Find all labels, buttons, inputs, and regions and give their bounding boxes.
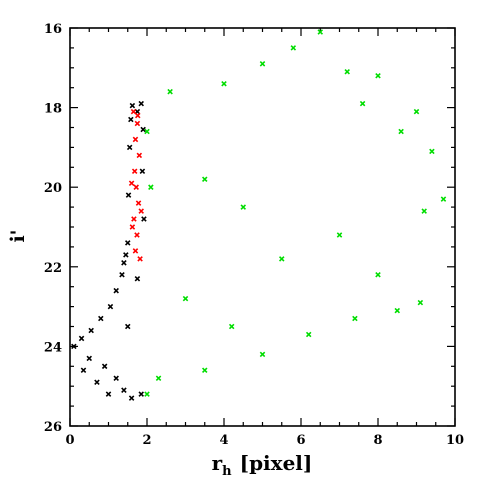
data-point-series-1 [98,315,104,322]
data-point-series-2 [134,232,140,238]
data-point-series-3 [221,80,227,87]
data-point-series-3 [352,315,358,322]
data-point-series-3 [259,61,266,67]
data-point-series-3 [375,72,381,79]
data-point-series-2 [137,256,143,262]
axis-ticks [69,27,456,427]
data-point-series-1 [78,335,85,342]
data-point-series-3 [394,307,401,314]
y-tick-labels: 16 18 20 22 24 26 [44,22,62,435]
data-point-series-3 [344,69,350,75]
data-point-series-2 [134,120,141,127]
data-point-series-3 [228,323,235,330]
data-point-series-3 [429,148,435,155]
data-point-series-2 [131,216,137,222]
data-point-series-1 [138,391,144,397]
data-point-series-1 [105,391,112,397]
data-point-series-2 [132,136,139,143]
data-point-series-1 [88,327,94,334]
data-point-series-1 [86,355,93,362]
data-point-series-3 [317,29,324,35]
x-axis-label-main: r [212,451,223,475]
data-point-series-1 [123,252,129,258]
data-point-series-3 [278,256,285,262]
data-point-series-3 [398,128,404,135]
y-tick-label: 22 [44,261,62,276]
data-point-series-1 [124,240,131,246]
data-point-series-2 [138,208,144,214]
data-point-series-1 [121,387,127,393]
data-point-series-3 [148,184,154,190]
y-tick-label: 18 [44,102,62,117]
data-point-series-2 [131,168,138,175]
x-tick-label: 8 [373,433,382,448]
data-point-series-1 [125,192,132,198]
x-axis-label-sub: h [222,464,232,479]
data-point-series-1 [107,303,114,310]
data-point-series-3 [336,232,343,238]
data-point-series-1 [101,363,108,370]
x-tick-label: 6 [296,433,305,448]
data-point-series-3 [440,196,447,202]
data-point-series-1 [126,144,133,151]
data-point-series-3 [144,391,150,397]
data-point-series-3 [259,351,266,358]
data-point-series-1 [134,275,141,282]
data-point-series-2 [128,180,135,186]
data-point-series-3 [417,299,424,306]
data-point-series-3 [305,331,312,338]
data-point-series-2 [133,184,139,190]
data-point-series-3 [375,271,381,278]
data-point-series-1 [119,271,125,278]
data-point-series-3 [359,100,366,107]
data-point-series-3 [413,108,420,115]
data-points [71,29,447,401]
data-point-series-3 [421,208,427,214]
data-point-series-2 [132,248,139,254]
data-point-series-1 [94,379,100,385]
data-point-series-3 [201,176,208,183]
data-point-series-1 [128,395,135,401]
y-axis-label: i' [7,229,29,242]
x-tick-labels: 0 2 4 6 8 10 [65,433,464,448]
data-point-series-3 [167,88,173,95]
data-point-series-1 [140,126,146,133]
data-point-series-2 [130,108,137,115]
plot-frame [69,27,456,427]
y-tick-label: 24 [44,340,62,355]
data-point-series-2 [135,200,142,206]
data-point-series-3 [290,45,297,51]
data-point-series-3 [201,367,208,374]
x-axis-label: rh [pixel] [212,451,313,479]
y-tick-label: 20 [44,181,62,196]
data-point-series-2 [129,224,136,230]
x-axis-label-unit: [pixel] [240,451,313,475]
data-point-series-3 [155,375,162,382]
x-tick-label: 0 [65,433,74,448]
data-point-series-1 [71,343,77,350]
data-point-series-1 [124,323,131,330]
y-tick-label: 16 [44,22,62,37]
data-point-series-3 [240,204,247,210]
x-tick-label: 10 [446,433,464,448]
data-point-series-2 [134,112,141,119]
data-point-series-1 [139,168,146,175]
data-point-series-1 [138,100,144,107]
data-point-series-1 [121,260,127,266]
data-point-series-1 [128,116,134,123]
data-point-series-3 [182,295,189,302]
data-point-series-1 [141,216,147,222]
x-tick-label: 2 [142,433,151,448]
data-point-series-1 [113,375,119,382]
data-point-series-1 [113,287,119,294]
data-point-series-1 [80,367,87,374]
x-tick-label: 4 [219,433,228,448]
data-point-series-3 [144,128,150,135]
data-point-series-2 [136,152,143,159]
data-point-series-1 [129,102,136,109]
y-tick-label: 26 [44,420,62,435]
